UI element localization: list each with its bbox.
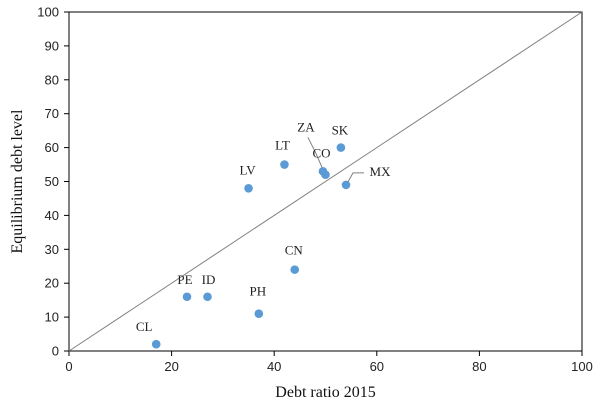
point-label-cl: CL — [136, 319, 153, 334]
x-tick-label: 20 — [164, 359, 178, 374]
reference-45-degree-line — [68, 11, 583, 352]
data-point-ph — [254, 309, 264, 319]
data-point-pe — [182, 292, 192, 302]
x-tick-label: 100 — [571, 359, 593, 374]
y-tick-label: 60 — [45, 140, 59, 155]
point-label-pe: PE — [177, 272, 192, 287]
axes: 0 20 40 60 80 100 0 10 20 30 40 50 60 70 80 90 100 — [37, 5, 593, 375]
data-point-lt — [280, 160, 289, 169]
data-point-sk — [336, 143, 346, 152]
point-label-id: ID — [202, 272, 216, 287]
point-label-cn: CN — [285, 243, 304, 258]
y-tick-label: 50 — [45, 174, 59, 189]
point-label-ph: PH — [249, 284, 266, 299]
y-tick-label: 30 — [45, 242, 59, 257]
y-tick-label: 0 — [52, 344, 59, 359]
leader-line-mx — [347, 172, 365, 183]
data-point-lv — [244, 183, 253, 193]
y-tick-label: 40 — [45, 208, 59, 223]
x-tick-label: 60 — [370, 359, 384, 374]
point-label-lv: LV — [239, 162, 256, 177]
x-tick-label: 40 — [267, 359, 281, 374]
x-tick-label: 0 — [65, 359, 72, 374]
y-axis-title: Equilibrium debt level — [9, 109, 26, 254]
x-tick-label: 80 — [472, 359, 486, 374]
y-tick-label: 20 — [45, 276, 59, 291]
x-axis-title: Debt ratio 2015 — [275, 384, 375, 401]
data-point-mx — [341, 180, 351, 190]
point-label-za: ZA — [297, 119, 315, 134]
points-group — [151, 143, 351, 349]
data-point-co — [321, 170, 330, 180]
point-label-co: CO — [312, 146, 330, 161]
point-label-sk: SK — [332, 123, 349, 138]
data-point-id — [203, 292, 212, 302]
y-tick-label: 90 — [45, 38, 59, 53]
y-tick-label: 70 — [45, 106, 59, 121]
point-label-lt: LT — [275, 138, 290, 153]
leader-line-za — [307, 137, 323, 168]
y-tick-label: 10 — [45, 310, 59, 325]
y-tick-label: 100 — [37, 5, 59, 20]
y-tick-label: 80 — [45, 72, 59, 87]
data-point-cn — [290, 265, 300, 274]
point-label-mx: MX — [370, 164, 392, 179]
data-point-cl — [151, 339, 161, 349]
reference-line-group — [68, 11, 583, 352]
